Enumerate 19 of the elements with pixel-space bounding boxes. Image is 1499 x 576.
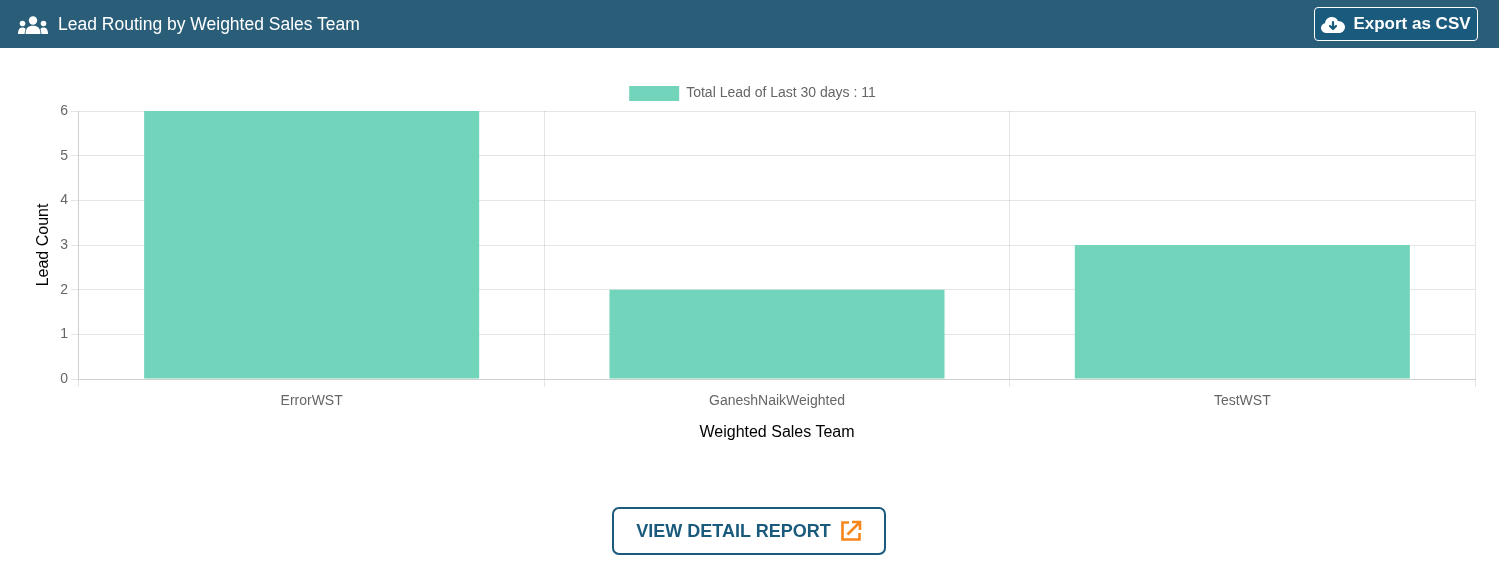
chart-title: Lead Routing by Weighted Sales Team xyxy=(58,13,360,35)
y-tick-label: 1 xyxy=(60,325,69,342)
y-tick-label: 5 xyxy=(60,146,69,163)
x-tick-label: TestWST xyxy=(1213,392,1272,409)
bar xyxy=(609,289,945,379)
y-tick-label: 4 xyxy=(60,191,69,208)
bar xyxy=(144,111,480,379)
legend-label: Total Lead of Last 30 days : 11 xyxy=(686,84,877,101)
y-tick-label: 3 xyxy=(60,235,69,252)
y-tick-label: 6 xyxy=(60,101,69,118)
y-tick-label: 2 xyxy=(60,280,69,297)
x-tick-label: GaneshNaikWeighted xyxy=(709,392,845,409)
export-csv-button[interactable]: Export as CSV xyxy=(1314,7,1478,41)
view-detail-report-button[interactable]: VIEW DETAIL REPORT xyxy=(612,507,886,555)
x-tick-label: ErrorWST xyxy=(280,392,344,409)
y-axis-title: Lead Count xyxy=(34,203,52,287)
x-axis-title: Weighted Sales Team xyxy=(699,422,855,440)
bar xyxy=(1074,245,1410,379)
y-tick-label: 0 xyxy=(60,369,69,386)
